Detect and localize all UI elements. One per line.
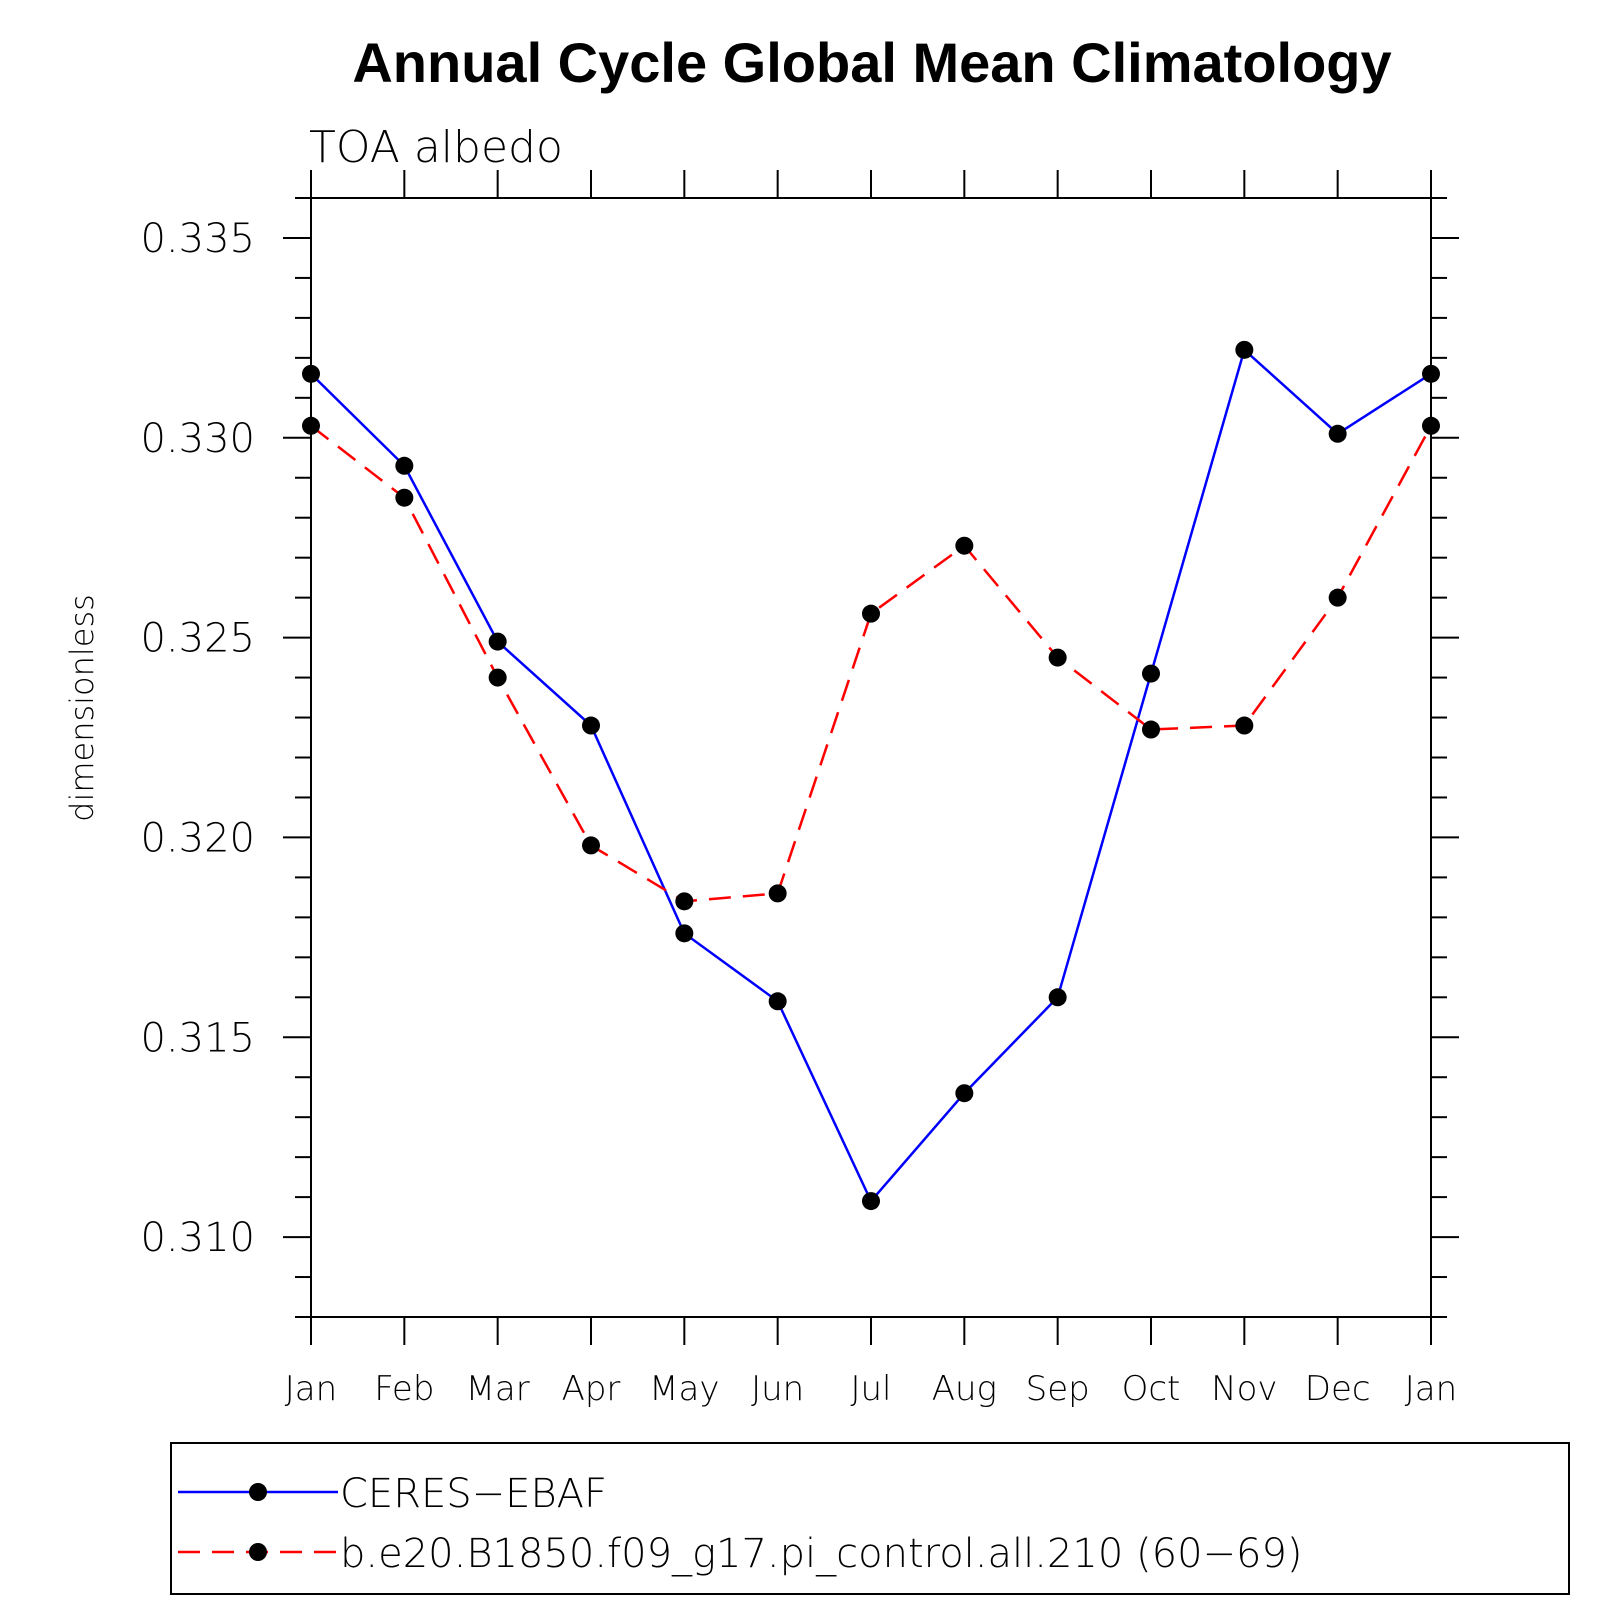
series-0-point [768,992,787,1011]
legend-marker-ceres [249,1483,267,1501]
axes [283,170,1459,1345]
x-tick-label: Sep [1026,1369,1090,1409]
points-layer [302,340,1440,1211]
series-0-point [1142,664,1160,683]
y-tick-label: 0.330 [140,416,255,462]
legend-label-model: b.e20.B1850.f09_g17.pi_control.all.210 (… [340,1531,1303,1577]
x-tick-label: Jul [850,1369,891,1409]
series-0-point [862,1192,880,1211]
series-1-point [582,836,600,855]
series-1-point [1142,720,1160,739]
y-tick-label: 0.325 [140,616,255,662]
x-tick-label: Jan [285,1369,337,1409]
series-1-point [302,416,320,435]
x-tick-label: Jun [751,1369,804,1409]
series-1-point [675,892,694,911]
series-0-point [955,1084,974,1103]
x-tick-label: Oct [1122,1369,1181,1409]
series-1-point [488,668,507,687]
x-tick-label: Dec [1305,1369,1371,1409]
series-1-point [955,536,974,555]
series-0-point [302,364,320,383]
x-tick-label: Jan [1405,1369,1457,1409]
tick-labels: 0.310 0.315 0.320 0.325 0.330 0.335 Jan Feb Mar A… [140,216,1457,1409]
series-1-point [1422,416,1440,435]
series-layer [310,347,1433,1204]
series-1-point [1235,716,1254,735]
y-tick-label: 0.315 [140,1015,255,1061]
series-1-point [768,884,787,903]
series-0-point [1422,364,1440,383]
series-1-point [1048,648,1067,667]
x-tick-label: May [649,1369,719,1409]
series-1-point [395,488,414,507]
y-tick-label: 0.320 [140,815,255,861]
series-0-point [1328,424,1347,443]
legend-label-ceres: CERES−EBAF [340,1471,607,1517]
series-0-point [582,716,600,735]
legend-frame [170,1442,1570,1595]
x-tick-label: Aug [932,1369,997,1409]
series-line-1 [310,424,1433,903]
y-tick-label: 0.335 [140,216,255,262]
y-axis-label: dimensionless [63,594,101,822]
x-tick-label: Mar [466,1369,530,1409]
series-0-point [1235,340,1254,359]
y-tick-label: 0.310 [140,1215,255,1261]
series-1-point [1328,588,1347,607]
series-0-point [1048,988,1067,1007]
series-0-point [488,632,507,651]
series-1-point [862,604,880,623]
legend: CERES−EBAF b.e20.B1850.f09_g17.pi_contro… [170,1442,1570,1595]
legend-marker-model [249,1543,267,1561]
x-tick-label: Feb [374,1369,434,1409]
series-line-0 [310,347,1432,1204]
chart-title: Annual Cycle Global Mean Climatology [352,31,1391,94]
series-0-point [675,924,694,943]
series-0-point [395,456,414,475]
x-tick-label: Apr [562,1369,621,1409]
chart-subtitle: TOA albedo [309,122,563,173]
x-tick-label: Nov [1211,1369,1277,1409]
